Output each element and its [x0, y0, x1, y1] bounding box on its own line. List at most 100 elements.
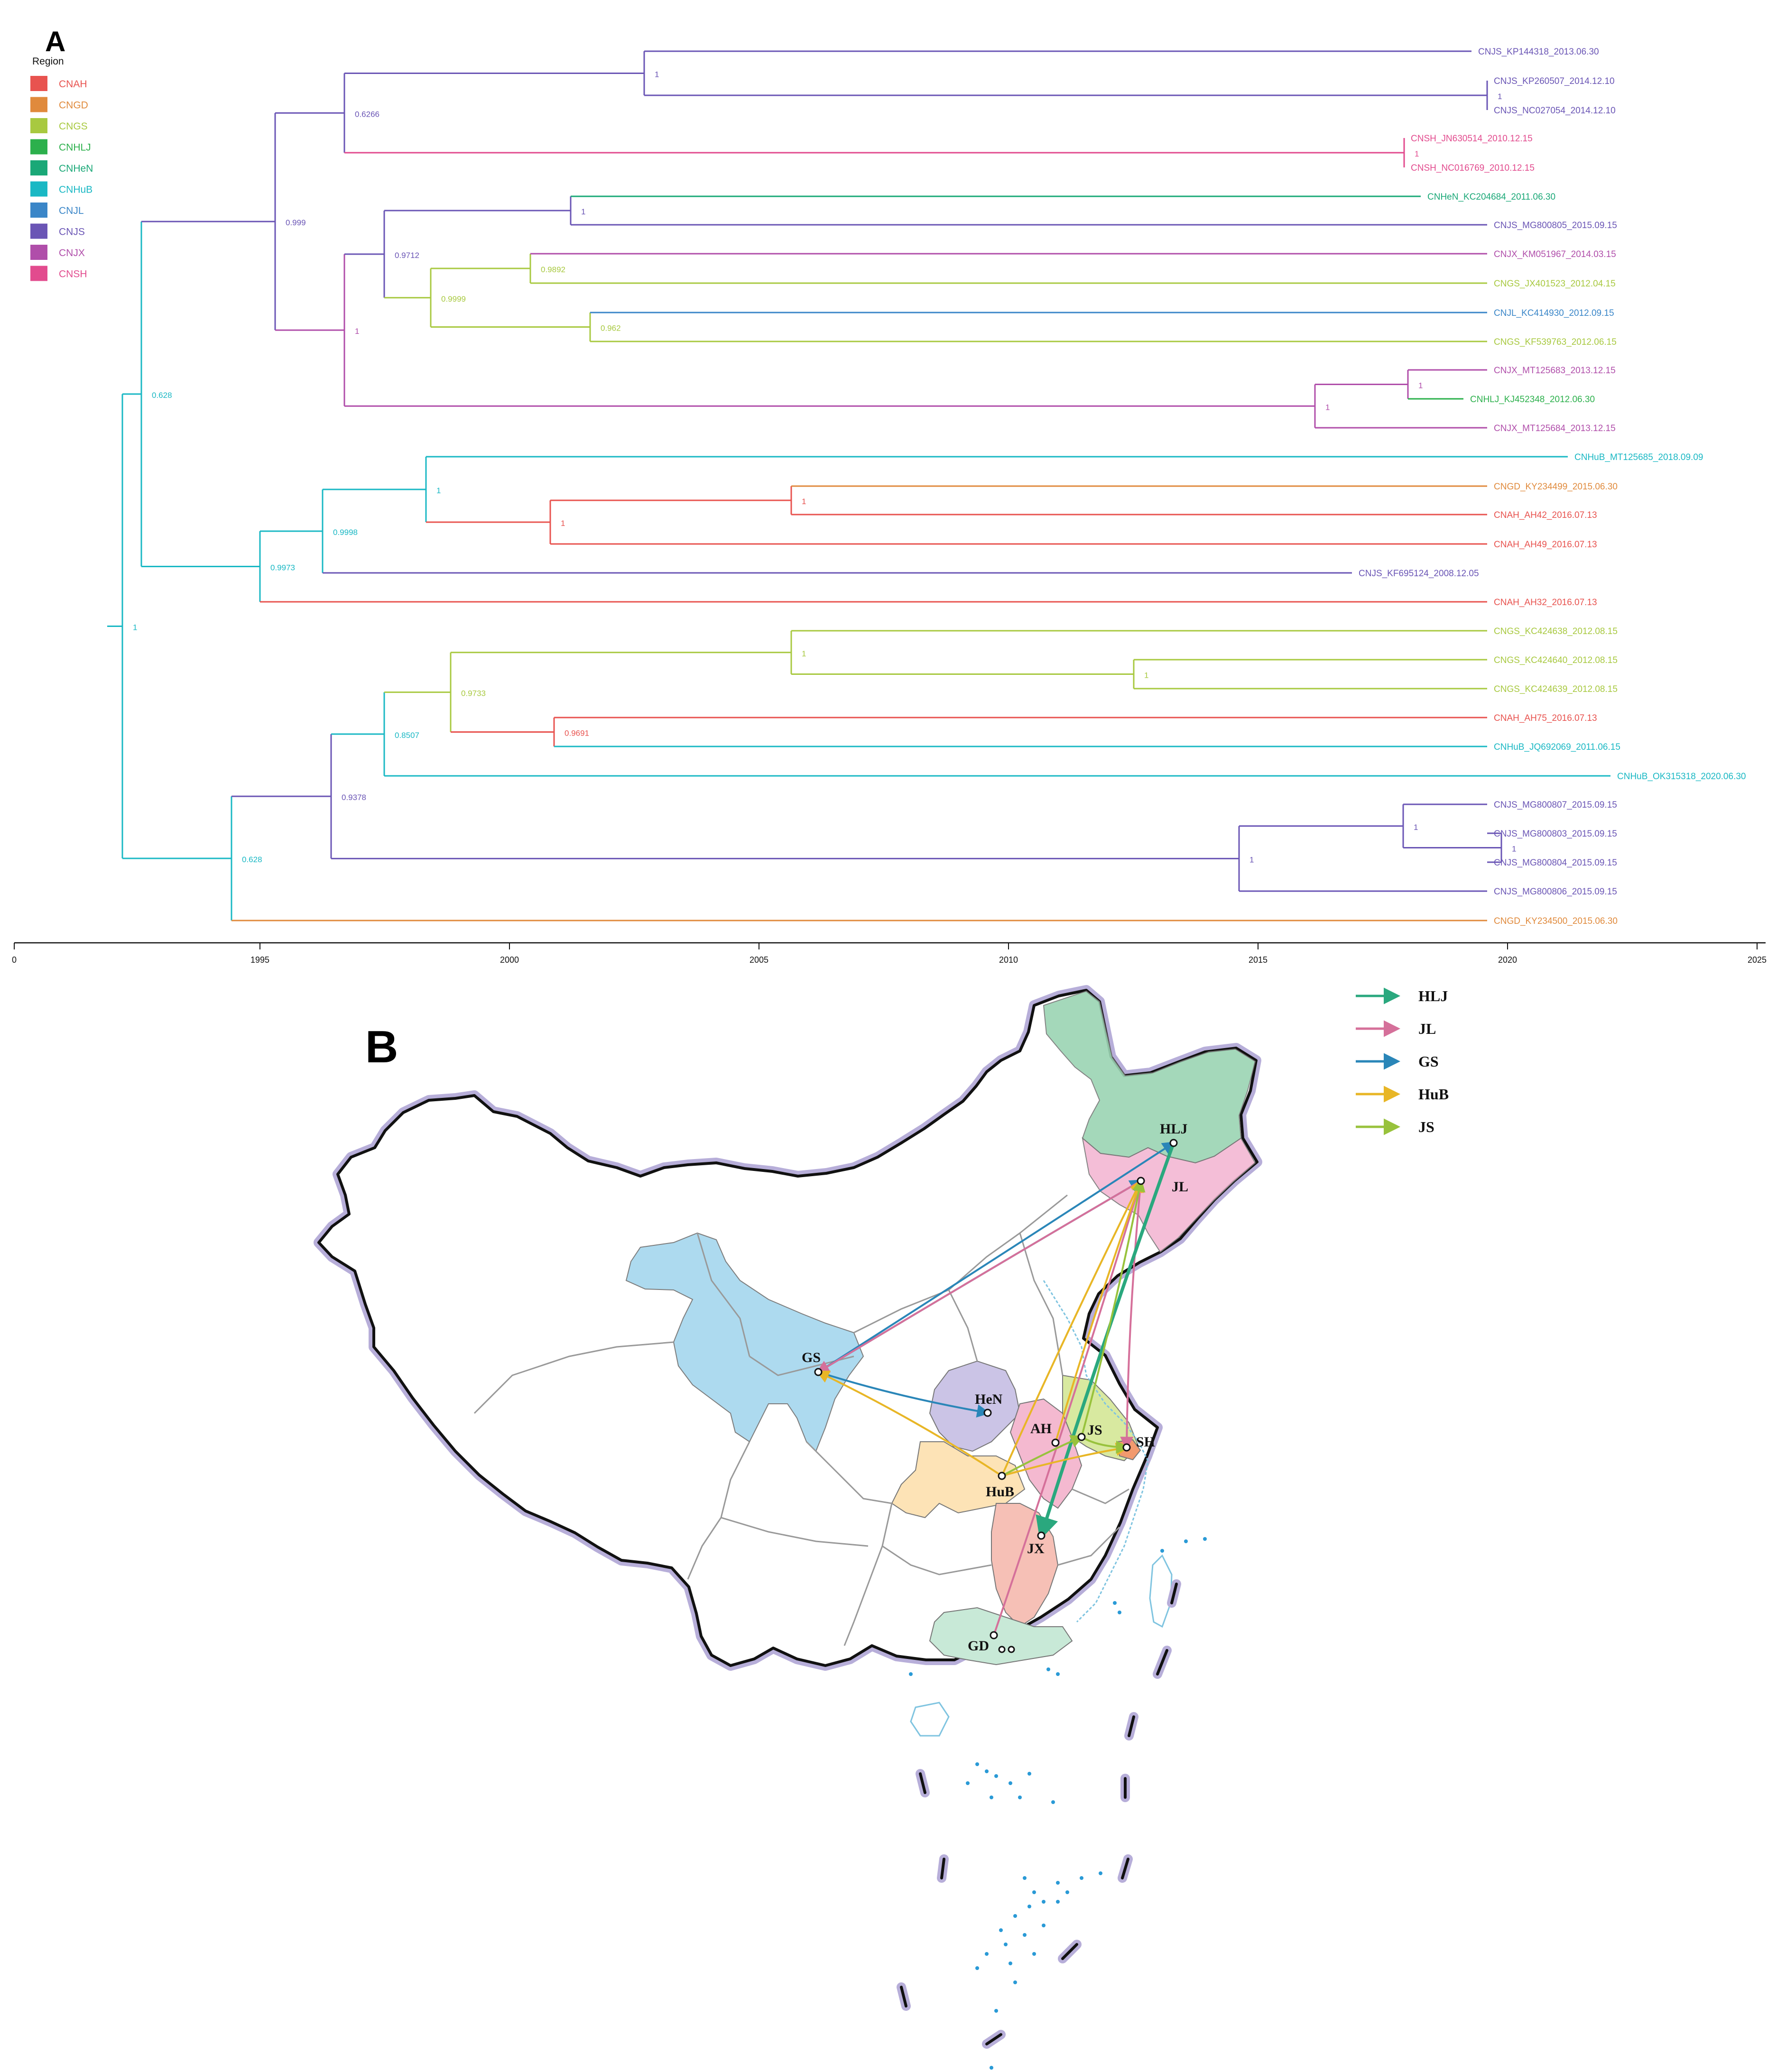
province-gd-area	[929, 1607, 1073, 1666]
tip-label: CNHLJ_KJ452348_2012.06.30	[1470, 395, 1595, 405]
legend-swatch-cnjx	[30, 245, 47, 260]
tip-label: CNAH_AH75_2016.07.13	[1494, 713, 1597, 723]
legend-swatch-cnah	[30, 76, 47, 91]
tree: 1 1 1 0.6266 1 0.9892 0.962 0.9999 0.9712 1 1 1 0.99…	[107, 47, 1746, 926]
tip-label: CNAH_AH32_2016.07.13	[1494, 598, 1597, 608]
legend-swatch-cnhlj	[30, 139, 47, 155]
tree-branches	[107, 50, 1610, 921]
node-support-n29: 0.628	[242, 855, 262, 864]
axis-tick-label: 0	[12, 955, 17, 965]
node-support-n23: 0.9733	[461, 689, 486, 698]
province-label-jl: JL	[1172, 1179, 1188, 1195]
legend-label-cnjx: CNJX	[59, 248, 85, 258]
tip-label: CNJS_MG800805_2015.09.15	[1494, 221, 1617, 230]
node-support-n13: 0.999	[286, 218, 306, 227]
axis-tick-label: 1995	[250, 955, 269, 965]
tip-label: CNJS_MG800803_2015.09.15	[1494, 829, 1617, 839]
node-support-n11: 1	[1325, 403, 1330, 412]
province-label-gd: GD	[968, 1638, 989, 1654]
tip-label: CNJS_MG800807_2015.09.15	[1494, 800, 1617, 810]
province-borders	[473, 1194, 1129, 1646]
province-label-sh: SH	[1136, 1434, 1155, 1450]
province-marker-gd	[990, 1631, 998, 1639]
tip-label: CNAH_AH42_2016.07.13	[1494, 510, 1597, 520]
province-markers: HLJ JL GS HeN AH JS SH HuB JX GD	[802, 1121, 1188, 1654]
tip-label: CNGS_JX401523_2012.04.15	[1494, 279, 1616, 289]
arrow-hub-to-jl	[1001, 1178, 1142, 1476]
province-label-ah: AH	[1030, 1421, 1052, 1437]
node-support-n8: 0.9999	[441, 295, 466, 304]
legend-swatch-cnsh	[30, 266, 47, 281]
node-support-n5: 1	[581, 207, 585, 216]
province-marker-jl	[1137, 1177, 1145, 1185]
node-support-n1: 1	[1498, 92, 1502, 101]
tip-label: CNJS_MG800804_2015.09.15	[1494, 858, 1617, 868]
arrow-gs-to-hlj	[817, 1141, 1176, 1373]
province-gs-area	[625, 1232, 864, 1452]
province-marker-ah	[1051, 1438, 1060, 1447]
tip-label: CNGS_KF539763_2012.06.15	[1494, 337, 1617, 347]
province-marker-js	[1077, 1433, 1086, 1441]
panel-b-label: B	[365, 1022, 398, 1072]
tip-label: CNGS_KC424638_2012.08.15	[1494, 626, 1618, 636]
hainan-island	[910, 1702, 950, 1737]
legend-swatch-cngd	[30, 97, 47, 112]
tip-label: CNJS_KP144318_2013.06.30	[1478, 47, 1599, 57]
node-support-n6: 0.9892	[541, 265, 565, 274]
province-label-js: JS	[1087, 1422, 1102, 1438]
node-support-n18: 0.9973	[270, 563, 295, 572]
tip-label: CNGD_KY234500_2015.06.30	[1494, 916, 1618, 926]
arrow-gd-to-jl	[993, 1178, 1144, 1636]
panel-b-transmission-map: B	[314, 985, 1449, 2070]
flow-legend-label-gs: GS	[1418, 1053, 1439, 1070]
transmission-arrows	[815, 1141, 1176, 1636]
province-label-hlj: HLJ	[1160, 1121, 1187, 1137]
node-support-n26: 1	[1414, 823, 1418, 832]
tip-label: CNGS_KC424640_2012.08.15	[1494, 655, 1618, 665]
flow-legend-label-hlj: HLJ	[1418, 987, 1448, 1004]
taiwan-island	[1149, 1554, 1173, 1628]
province-marker-hub	[998, 1472, 1006, 1480]
node-support-n17: 0.9998	[333, 528, 358, 537]
region-legend: CNAH CNGD CNGS CNHLJ CNHeN CNHuB CNJL CNJS CNJX C…	[30, 76, 93, 281]
tip-label: CNJX_MT125683_2013.12.15	[1494, 366, 1616, 376]
arrow-hub-to-gs	[815, 1371, 1003, 1477]
legend-label-cngs: CNGS	[59, 121, 88, 132]
province-marker-hlj	[1169, 1139, 1178, 1147]
province-marker-sh	[1122, 1443, 1131, 1452]
tip-label: CNJX_MT125684_2013.12.15	[1494, 424, 1616, 433]
legend-label-cnjs: CNJS	[59, 227, 85, 238]
axis-tick-label: 2025	[1748, 955, 1767, 965]
tip-label: CNJS_KF695124_2008.12.05	[1359, 569, 1479, 579]
province-marker-gs	[814, 1368, 823, 1376]
tip-label: CNHuB_MT125685_2018.09.09	[1574, 452, 1703, 462]
arrow-gs-to-hen	[818, 1371, 990, 1418]
tip-label: CNSH_NC016769_2010.12.15	[1411, 163, 1535, 173]
tip-label: CNHuB_JQ692069_2011.06.15	[1494, 742, 1620, 752]
node-support-n20: 1	[1144, 671, 1148, 680]
node-support-n4: 0.6266	[355, 110, 379, 119]
nine-dash-line	[897, 1579, 1181, 2049]
axis-tick-label: 2020	[1498, 955, 1517, 965]
arrow-jl-to-sh	[1120, 1180, 1142, 1450]
legend-title: Region	[32, 56, 64, 67]
legend-swatch-cngs	[30, 118, 47, 133]
tip-label: CNGS_KC424639_2012.08.15	[1494, 684, 1618, 694]
node-support-n19: 0.628	[152, 391, 172, 400]
province-label-hub: HuB	[986, 1484, 1014, 1500]
flow-legend-label-js: JS	[1418, 1118, 1434, 1135]
province-marker-hen	[983, 1409, 992, 1417]
axis-tick-label: 2005	[750, 955, 768, 965]
legend-swatch-cnhub	[30, 181, 47, 197]
arrow-hlj-to-jx	[1036, 1142, 1175, 1540]
panel-a-phylogenetic-tree: A Region CNAH CNGD CNGS CNHLJ CNHeN CNHuB CNJL…	[12, 26, 1767, 965]
legend-label-cngd: CNGD	[59, 100, 88, 111]
node-support-n10: 1	[1418, 381, 1423, 390]
south-china-sea-islands	[909, 1537, 1207, 2070]
node-support-n21: 1	[802, 649, 806, 658]
tip-label: CNJS_NC027054_2014.12.10	[1494, 106, 1616, 116]
time-axis: 0 1995 2000 2005 2010 2015 2020 2025	[12, 942, 1767, 965]
legend-swatch-cnhen	[30, 160, 47, 175]
tip-label: CNJL_KC414930_2012.09.15	[1494, 308, 1614, 318]
tip-label: CNSH_JN630514_2010.12.15	[1411, 134, 1533, 144]
